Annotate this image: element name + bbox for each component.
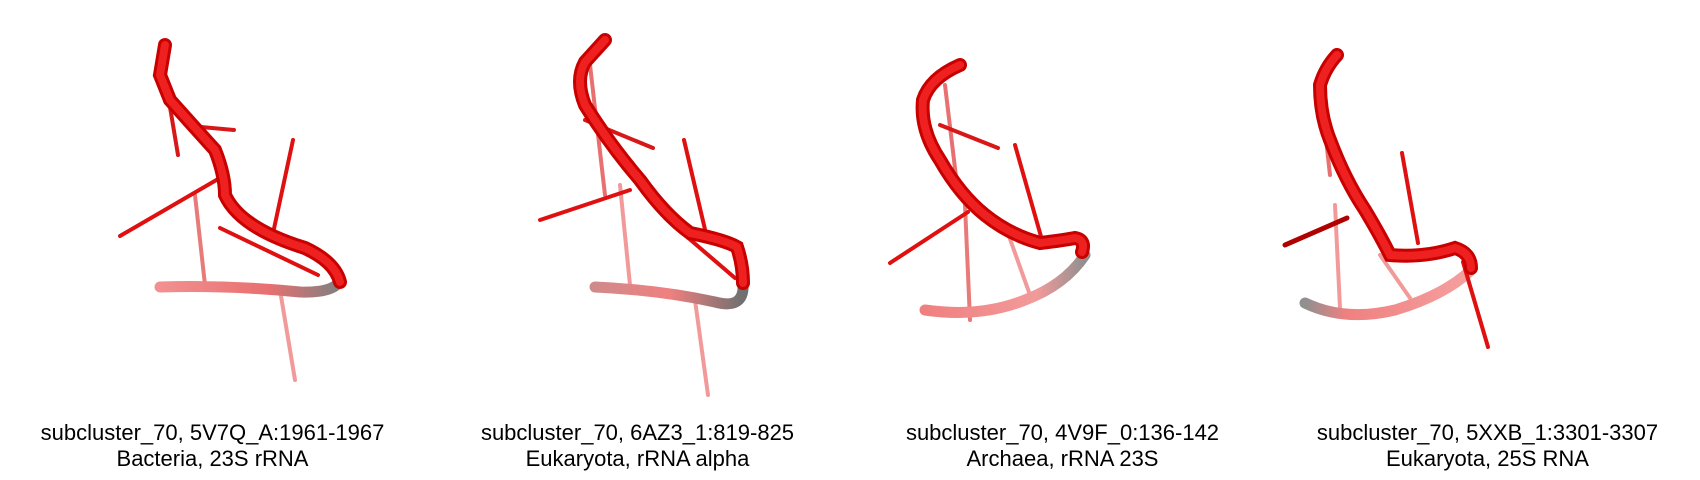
structure-caption-3: subcluster_70, 4V9F_0:136-142 Archaea, r…	[850, 420, 1275, 472]
caption-title: subcluster_70, 6AZ3_1:819-825	[480, 420, 795, 445]
structure-panel-4: subcluster_70, 5XXB_1:3301-3307 Eukaryot…	[1275, 0, 1700, 480]
structure-caption-2: subcluster_70, 6AZ3_1:819-825 Eukaryota,…	[425, 420, 850, 472]
caption-subtitle: Archaea, rRNA 23S	[966, 446, 1159, 471]
structure-panel-3: subcluster_70, 4V9F_0:136-142 Archaea, r…	[850, 0, 1275, 480]
caption-subtitle: Bacteria, 23S rRNA	[116, 446, 309, 471]
rna-structure-image-1	[118, 38, 347, 382]
structure-panel-1: subcluster_70, 5V7Q_A:1961-1967 Bacteria…	[0, 0, 425, 480]
structure-caption-1: subcluster_70, 5V7Q_A:1961-1967 Bacteria…	[0, 420, 425, 472]
rna-structure-image-4	[1282, 48, 1490, 349]
caption-subtitle: Eukaryota, 25S RNA	[1386, 446, 1589, 471]
rna-structure-image-2	[538, 33, 750, 397]
caption-title: subcluster_70, 4V9F_0:136-142	[905, 420, 1220, 445]
caption-title: subcluster_70, 5XXB_1:3301-3307	[1316, 420, 1659, 445]
caption-title: subcluster_70, 5V7Q_A:1961-1967	[40, 420, 385, 445]
structure-caption-4: subcluster_70, 5XXB_1:3301-3307 Eukaryot…	[1275, 420, 1700, 472]
structure-panel-2: subcluster_70, 6AZ3_1:819-825 Eukaryota,…	[425, 0, 850, 480]
rna-structure-image-3	[888, 58, 1091, 322]
caption-subtitle: Eukaryota, rRNA alpha	[525, 446, 750, 471]
